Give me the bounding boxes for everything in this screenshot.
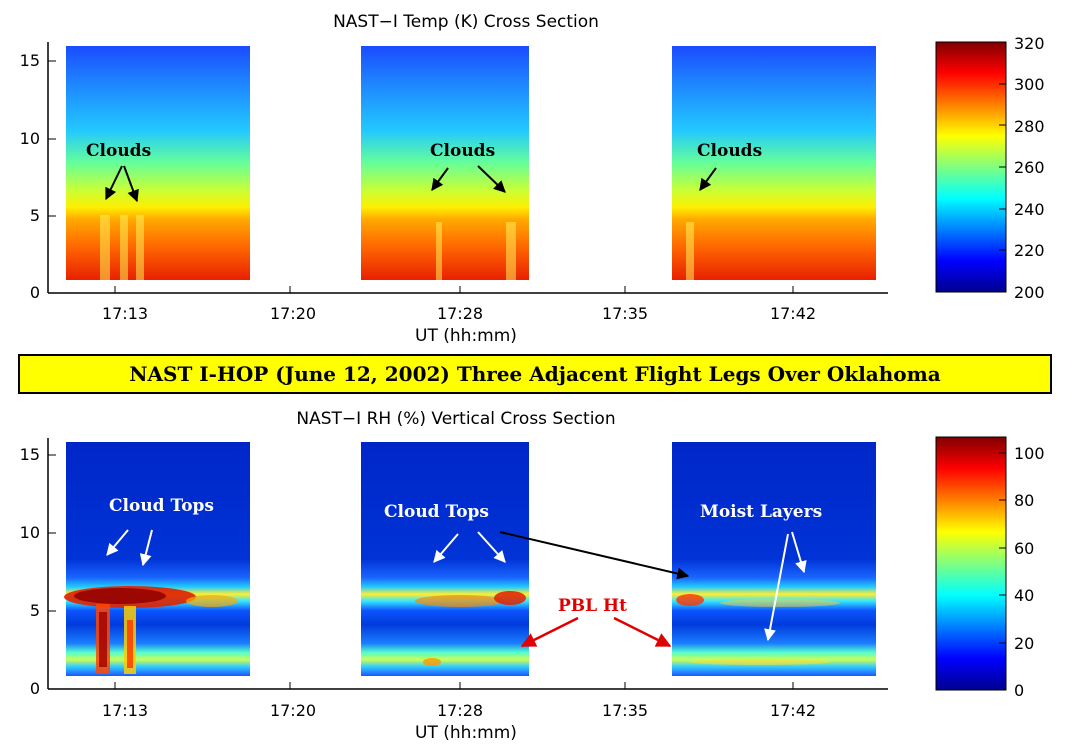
rh-x-tick: 17:28 (437, 701, 483, 720)
rh-y-tick: 15 (20, 445, 40, 464)
temp-y-tick: 15 (20, 51, 40, 70)
rh-annotation-moist-layers: Moist Layers (700, 502, 822, 522)
temp-y-tick: 10 (20, 129, 40, 148)
temp-colorbar-tick: 240 (1014, 200, 1045, 219)
temp-x-axis: 17:13 17:20 17:28 17:35 17:42 UT (hh:mm) (102, 286, 816, 346)
rh-colorbar-tick: 100 (1014, 444, 1045, 463)
temp-y-tick: 0 (30, 283, 40, 302)
rh-panel-leg1 (66, 442, 250, 676)
temp-annotation-clouds: Clouds (86, 141, 151, 161)
rh-y-tick: 5 (30, 601, 40, 620)
rh-x-label: UT (hh:mm) (415, 723, 517, 743)
rh-x-tick: 17:35 (602, 701, 648, 720)
rh-x-axis: 17:13 17:20 17:28 17:35 17:42 UT (hh:mm) (102, 682, 816, 743)
rh-y-tick: 10 (20, 523, 40, 542)
rh-cloud-features (64, 586, 840, 674)
banner-title: NAST I-HOP (June 12, 2002) Three Adjacen… (18, 354, 1052, 394)
rh-colorbar-tick: 40 (1014, 586, 1034, 605)
temp-x-tick: 17:13 (102, 304, 148, 323)
temp-colorbar-tick: 200 (1014, 283, 1045, 302)
rh-y-axis: 15 10 5 0 (20, 438, 888, 698)
temp-colorbar-tick: 300 (1014, 75, 1045, 94)
temp-colorbar: 320 300 280 260 240 220 200 (935, 34, 1045, 302)
rh-annotation-cloud-tops: Cloud Tops (384, 502, 489, 522)
temp-y-axis: 15 10 5 0 (20, 42, 888, 302)
temp-y-tick: 5 (30, 206, 40, 225)
temp-x-tick: 17:42 (770, 304, 816, 323)
temp-panel-leg2 (361, 46, 529, 280)
rh-colorbar-tick: 0 (1014, 681, 1024, 700)
temp-annotations: Clouds Clouds Clouds (86, 141, 762, 203)
temp-annotation-clouds: Clouds (430, 141, 495, 161)
rh-annotation-pbl-ht: PBL Ht (558, 596, 627, 616)
temp-chart-title: NAST−I Temp (K) Cross Section (333, 12, 599, 32)
rh-chart-title: NAST−I RH (%) Vertical Cross Section (296, 409, 615, 429)
rh-annotation-cloud-tops: Cloud Tops (109, 496, 214, 516)
temp-colorbar-tick: 260 (1014, 158, 1045, 177)
temp-cloud-streaks (100, 215, 694, 280)
temp-x-tick: 17:20 (270, 304, 316, 323)
temp-colorbar-tick: 220 (1014, 241, 1045, 260)
temp-panel-leg3 (672, 46, 876, 280)
temp-panel-leg1 (66, 46, 250, 280)
rh-x-tick: 17:20 (270, 701, 316, 720)
temp-annotation-clouds: Clouds (697, 141, 762, 161)
rh-panel-leg3 (672, 442, 876, 676)
rh-x-tick: 17:13 (102, 701, 148, 720)
temp-colorbar-tick: 320 (1014, 34, 1045, 53)
temp-colorbar-tick: 280 (1014, 117, 1045, 136)
rh-colorbar: 100 80 60 40 20 0 (935, 436, 1045, 700)
rh-annotations: Cloud Tops Cloud Tops Moist Layers PBL H… (106, 496, 822, 648)
rh-colorbar-tick: 60 (1014, 539, 1034, 558)
rh-y-tick: 0 (30, 679, 40, 698)
temp-x-tick: 17:35 (602, 304, 648, 323)
rh-colorbar-tick: 80 (1014, 491, 1034, 510)
rh-colorbar-tick: 20 (1014, 634, 1034, 653)
rh-x-tick: 17:42 (770, 701, 816, 720)
rh-panel-leg2 (361, 442, 529, 676)
temp-x-label: UT (hh:mm) (415, 326, 517, 346)
temp-x-tick: 17:28 (437, 304, 483, 323)
